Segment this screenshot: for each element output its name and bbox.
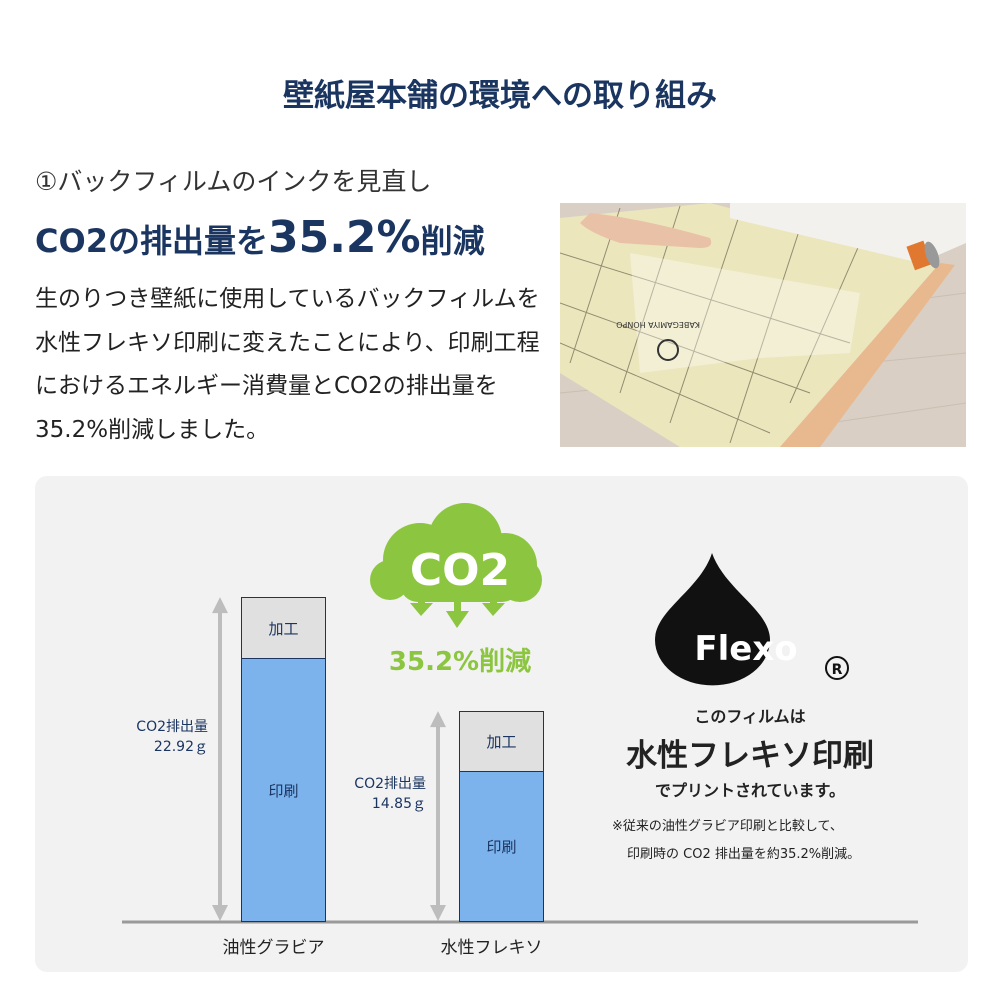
registered-icon [825,656,849,680]
section-subtitle: ①バックフィルムのインクを見直し [35,167,432,196]
total-label: CO2排出量 14.85ｇ [354,774,426,814]
flexo-line3: でプリントされています。 [655,781,845,800]
product-photo: KABEGAMIYA HONPO [560,203,966,447]
flexo-drop-icon [655,553,770,686]
headline-value: 35.2% [267,212,421,263]
arrow-head [430,711,446,728]
reduction-text: 35.2%削減 [389,647,531,677]
bar-segment-label: 加工 [268,619,299,638]
flexo-logo-text: Flexo [694,629,797,669]
bar-segment-print: 印刷 [459,771,544,922]
section-body: 生のりつき壁紙に使用しているバックフィルムを水性フレキソ印刷に変えたことにより、… [35,286,540,443]
arrow-head [430,905,446,921]
bar-segment-label: 印刷 [268,781,299,800]
total-label-title: CO2排出量 [354,776,426,793]
category-label: 水性フレキソ [440,938,543,958]
total-label-title: CO2排出量 [136,719,208,736]
headline: CO2の排出量を35.2%削減 [35,212,485,263]
bar-segment-processing: 加工 [459,711,544,772]
bar-segment-print: 印刷 [241,658,326,922]
headline-post: 削減 [420,222,485,260]
page-title: 壁紙屋本舗の環境への取り組み [283,78,717,114]
svg-text:R: R [832,662,843,678]
bar-segment-label: 加工 [486,733,517,752]
category-label: 油性グラビア [222,938,325,958]
cloud-text: CO2 [410,545,510,596]
co2-cloud-icon [370,503,542,602]
headline-pre: CO2の排出量を [35,222,268,260]
bar-segment-label: 印刷 [486,838,517,857]
flexo-line2: 水性フレキソ印刷 [626,738,874,774]
flexo-note1: ※従来の油性グラビア印刷と比較して、 [612,819,843,834]
total-value: 14.85ｇ [371,796,426,813]
arrow-head [212,597,228,614]
arrow-head [212,905,228,921]
film-print-text: KABEGAMIYA HONPO [616,320,700,329]
total-label: CO2排出量 22.92ｇ [136,717,208,757]
total-value: 22.92ｇ [153,739,208,756]
down-arrows-icon [410,595,505,628]
bar-segment-processing: 加工 [241,597,326,659]
flexo-line1: このフィルムは [694,707,806,726]
flexo-note2: 印刷時の CO2 排出量を約35.2%削減。 [627,847,861,862]
